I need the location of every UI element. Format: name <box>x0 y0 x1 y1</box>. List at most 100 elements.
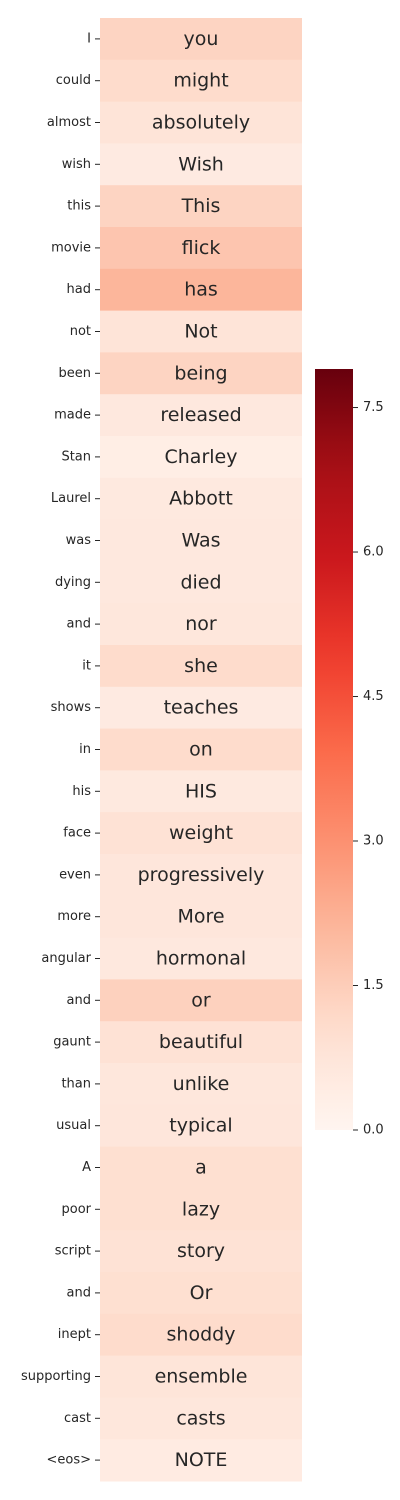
heatmap-cell <box>100 603 302 646</box>
heatmap-cell <box>100 854 302 897</box>
cell-label: story <box>177 1240 225 1262</box>
cell-label: Wish <box>178 153 224 175</box>
row-label: had <box>67 282 91 297</box>
colorbar-tick-label: 7.5 <box>363 400 384 415</box>
heatmap-cell <box>100 185 302 228</box>
cell-label: on <box>189 739 213 761</box>
heatmap-cell <box>100 770 302 813</box>
cell-label: NOTE <box>175 1449 228 1471</box>
cell-label: lazy <box>182 1198 220 1220</box>
heatmap-cell <box>100 979 302 1022</box>
row-label: even <box>59 867 91 882</box>
cell-label: she <box>184 655 218 677</box>
row-label: in <box>79 742 91 757</box>
heatmap-cell <box>100 394 302 437</box>
cell-label: Not <box>184 321 217 343</box>
heatmap-cell <box>100 1397 302 1440</box>
heatmap-cell <box>100 1063 302 1106</box>
heatmap-cell <box>100 645 302 688</box>
heatmap-cell <box>100 1272 302 1315</box>
heatmap-cell <box>100 1188 302 1231</box>
heatmap-cell <box>100 18 302 61</box>
row-label: and <box>67 1285 91 1300</box>
cell-label: casts <box>176 1407 225 1429</box>
cell-label: hormonal <box>156 948 246 970</box>
heatmap-cell <box>100 143 302 186</box>
cell-label: absolutely <box>152 112 250 134</box>
heatmap-cell <box>100 477 302 521</box>
colorbar: 0.0 1.5 3.0 4.5 6.0 7.5 <box>315 369 384 1138</box>
heatmap-cell <box>100 436 302 479</box>
heatmap-cell <box>100 1313 302 1357</box>
row-label: A <box>82 1160 91 1175</box>
cell-label: progressively <box>138 864 265 886</box>
colorbar-tick-label: 3.0 <box>363 834 384 849</box>
colorbar-tick-label: 1.5 <box>363 978 384 993</box>
cell-label: Abbott <box>169 488 233 510</box>
row-label: shows <box>51 700 92 715</box>
heatmap-cell <box>100 686 302 730</box>
heatmap-cell <box>100 561 302 604</box>
row-label: than <box>61 1076 91 1091</box>
row-label: script <box>55 1244 91 1259</box>
cell-label: beautiful <box>159 1031 243 1053</box>
heatmap-cell <box>100 1021 302 1064</box>
cell-label: being <box>174 362 227 384</box>
cell-label: typical <box>169 1115 232 1137</box>
cell-label: This <box>181 195 221 217</box>
row-label: gaunt <box>53 1035 91 1050</box>
cell-label: weight <box>169 822 233 844</box>
heatmap-cell <box>100 812 302 855</box>
cell-label: shoddy <box>167 1324 236 1346</box>
row-label: usual <box>56 1118 91 1133</box>
row-label: Laurel <box>51 491 91 506</box>
cell-label: Charley <box>165 446 238 468</box>
cell-label: released <box>160 404 241 426</box>
cell-label: you <box>184 28 219 50</box>
row-label: I <box>87 31 91 46</box>
row-label: could <box>56 73 91 88</box>
row-label: wish <box>62 157 91 172</box>
heatmap-cell <box>100 101 302 144</box>
cell-label: Was <box>181 530 220 552</box>
heatmap-cell <box>100 59 302 103</box>
cell-label: flick <box>182 237 221 259</box>
cell-label: More <box>177 906 224 928</box>
heatmap-cell <box>100 1439 302 1482</box>
row-label: Stan <box>61 449 91 464</box>
row-label: cast <box>64 1411 91 1426</box>
row-label: more <box>57 909 91 924</box>
heatmap-cell <box>100 937 302 980</box>
row-label: and <box>67 993 91 1008</box>
cell-label: Or <box>190 1282 213 1304</box>
heatmap-cells: you might absolutely Wish This flick has Not bei… <box>100 18 302 1482</box>
heatmap-cell <box>100 728 302 771</box>
colorbar-gradient <box>315 369 353 1130</box>
cell-label: HIS <box>185 780 217 802</box>
row-label: supporting <box>21 1369 91 1384</box>
row-label: was <box>66 533 92 548</box>
colorbar-tick-label: 4.5 <box>363 689 384 704</box>
heatmap-cell <box>100 895 302 939</box>
row-label: this <box>67 199 91 214</box>
row-label: it <box>82 658 91 673</box>
colorbar-tick-label: 0.0 <box>363 1123 384 1138</box>
colorbar-tick-label: 6.0 <box>363 545 384 560</box>
row-label: movie <box>51 240 91 255</box>
row-label: dying <box>55 575 91 590</box>
row-label: and <box>67 617 91 632</box>
heatmap-cell <box>100 1355 302 1398</box>
heatmap-cell <box>100 227 302 270</box>
heatmap-cell <box>100 310 302 353</box>
colorbar-ticks: 0.0 1.5 3.0 4.5 6.0 7.5 <box>353 400 384 1138</box>
row-label: made <box>54 408 91 423</box>
heatmap-cell <box>100 1230 302 1273</box>
cell-label: has <box>184 279 218 301</box>
cell-label: or <box>191 989 211 1011</box>
cell-label: died <box>180 571 221 593</box>
heatmap-cell <box>100 519 302 562</box>
row-label: poor <box>61 1202 91 1217</box>
row-label: face <box>63 826 91 841</box>
